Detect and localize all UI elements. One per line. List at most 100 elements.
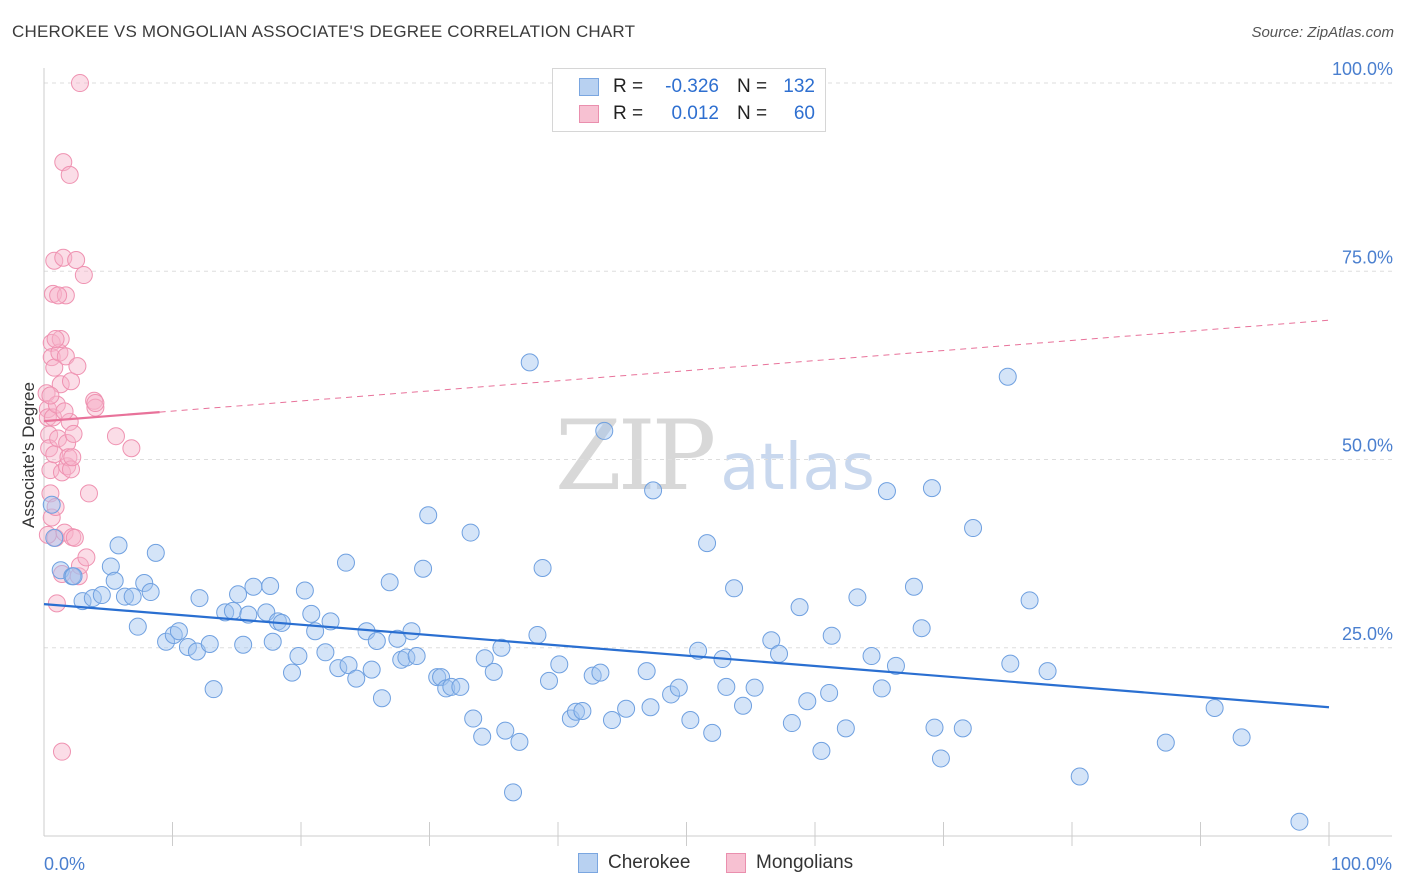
scatter-point	[347, 669, 366, 688]
series-mongolians	[37, 74, 141, 761]
chart-title: CHEROKEE VS MONGOLIAN ASSOCIATE'S DEGREE…	[12, 22, 636, 41]
scatter-point	[58, 433, 77, 452]
scatter-point	[169, 622, 188, 641]
scatter-point	[367, 631, 386, 650]
scatter-point	[61, 372, 80, 391]
y-tick-label: 100.0%	[1332, 59, 1393, 79]
scatter-point	[931, 749, 950, 768]
watermark-atlas: atlas	[720, 431, 875, 505]
scatter-point	[47, 395, 66, 414]
scatter-point	[464, 709, 483, 728]
scatter-point	[52, 742, 71, 761]
scatter-point	[1070, 767, 1089, 786]
bottom-legend-cherokee: Cherokee	[578, 852, 690, 874]
scatter-point	[362, 660, 381, 679]
scatter-point	[419, 506, 438, 525]
scatter-point	[734, 696, 753, 715]
scatter-point	[55, 402, 74, 421]
scatter-point	[380, 573, 399, 592]
scatter-point	[73, 592, 92, 611]
scatter-point	[295, 581, 314, 600]
scatter-point	[922, 479, 941, 498]
scatter-point	[484, 662, 503, 681]
scatter-point	[698, 534, 717, 553]
scatter-point	[200, 635, 219, 653]
scatter-point	[473, 727, 492, 746]
watermark: ZIP atlas	[555, 400, 875, 512]
legend-n-label: N =	[737, 76, 768, 97]
scatter-point	[79, 484, 98, 503]
bottom-legend-mongolians: Mongolians	[726, 852, 853, 874]
scatter-point	[1020, 591, 1039, 610]
scatter-point	[316, 643, 335, 662]
y-tick-label: 50.0%	[1342, 436, 1393, 456]
scatter-point	[157, 632, 176, 651]
scatter-point	[528, 625, 547, 644]
scatter-point	[51, 375, 70, 394]
scatter-point	[1205, 699, 1224, 717]
scatter-point	[339, 656, 358, 675]
scatter-point	[109, 536, 128, 555]
scatter-point	[520, 353, 539, 372]
y-axis-label: Associate's Degree	[19, 382, 38, 528]
scatter-point	[770, 644, 789, 663]
scatter-point	[388, 629, 407, 648]
trendlines	[43, 319, 1330, 709]
scatter-point	[60, 412, 79, 431]
scatter-point	[617, 699, 636, 718]
legend-n-label: N =	[737, 103, 768, 124]
scatter-point	[45, 528, 64, 547]
scatter-point	[820, 683, 839, 702]
legend-row-mongolians: R = 0.012 N = 60	[579, 102, 815, 126]
scatter-point	[204, 680, 223, 699]
scatter-point	[86, 394, 105, 413]
scatter-point	[302, 604, 321, 623]
legend-r-value: 0.012	[671, 103, 719, 124]
scatter-point	[229, 585, 248, 604]
scatter-point	[74, 266, 93, 285]
source-credit: Source: ZipAtlas.com	[1251, 24, 1394, 41]
scatter-point	[782, 714, 801, 733]
scatter-point	[681, 711, 700, 730]
scatter-point	[68, 357, 87, 376]
scatter-point	[67, 251, 86, 269]
scatter-point	[261, 577, 280, 596]
scatter-point	[65, 528, 84, 547]
scatter-point	[644, 481, 663, 500]
scatter-point	[56, 347, 75, 366]
scatter-point	[904, 577, 923, 596]
legend-swatch-cherokee	[579, 78, 599, 96]
scatter-point	[46, 330, 65, 349]
scatter-point	[602, 711, 621, 730]
scatter-point	[60, 165, 79, 184]
scatter-point	[595, 421, 614, 440]
legend-r-label: R =	[613, 76, 644, 97]
legend-r-value: -0.326	[665, 76, 719, 97]
scatter-point	[178, 638, 197, 657]
scatter-point	[1232, 728, 1251, 747]
scatter-point	[336, 553, 355, 572]
x-ticks	[172, 822, 1330, 846]
scatter-point	[662, 685, 681, 704]
scatter-point	[123, 587, 142, 606]
scatter-point	[504, 783, 523, 802]
scatter-point	[135, 574, 154, 593]
scatter-point	[953, 719, 972, 738]
scatter-point	[414, 559, 433, 578]
scatter-point	[1038, 662, 1057, 681]
stats-legend: R = -0.326 N = 132 R = 0.012 N = 60	[552, 68, 826, 132]
y-tick-labels: 25.0% 50.0% 75.0% 100.0%	[1332, 59, 1393, 644]
scatter-point	[886, 656, 905, 675]
scatter-point	[822, 626, 841, 645]
scatter-point	[216, 603, 235, 622]
scatter-point	[669, 678, 688, 697]
scatter-point	[790, 598, 809, 617]
scatter-point	[717, 677, 736, 696]
scatter-point	[59, 448, 78, 467]
scatter-point	[492, 638, 511, 657]
scatter-point	[451, 677, 470, 696]
scatter-point	[550, 655, 569, 674]
scatter-point	[63, 448, 82, 467]
trend-line	[43, 602, 1330, 709]
